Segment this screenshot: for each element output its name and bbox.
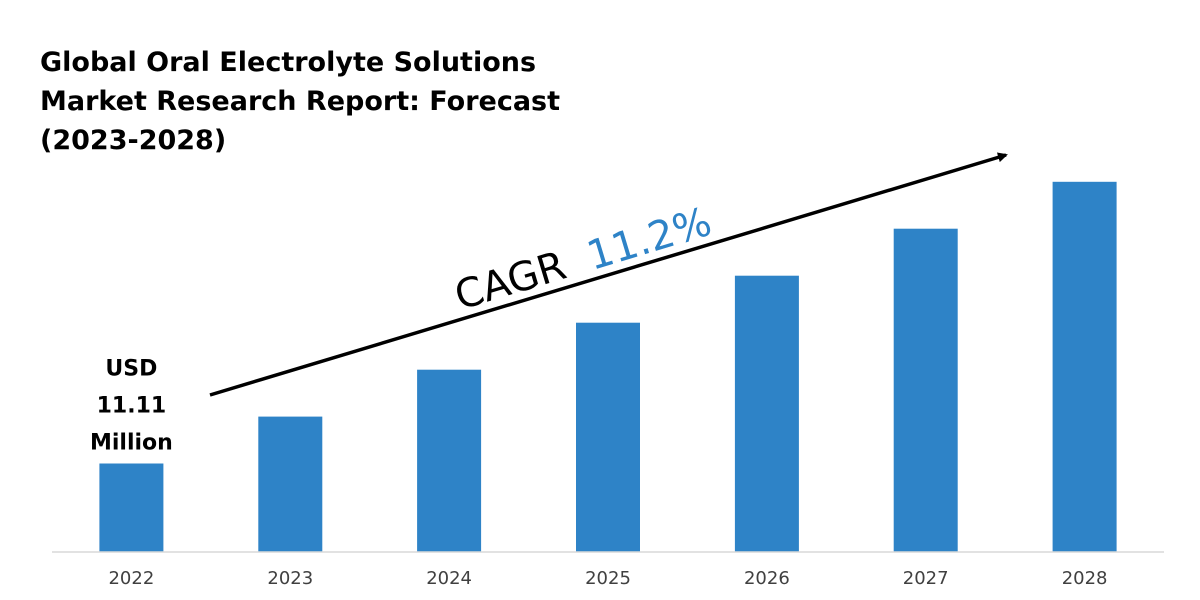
bar-2026 [734,275,799,552]
x-tick-label-2025: 2025 [585,568,631,589]
x-tick-label-2028: 2028 [1062,568,1108,589]
chart-title-line-1: Global Oral Electrolyte Solutions [40,47,536,78]
x-tick-label-2027: 2027 [903,568,949,589]
chart-title-line-2: Market Research Report: Forecast [40,86,560,117]
first-bar-label-line-1: USD [105,357,157,382]
bar-2027 [893,228,958,552]
x-tick-label-2026: 2026 [744,568,790,589]
first-bar-label-line-2: 11.11 [97,394,167,419]
chart-title-line-3: (2023-2028) [40,125,226,156]
bar-2028 [1052,181,1117,553]
x-tick-label-2024: 2024 [426,568,472,589]
bars-group [99,181,1117,553]
x-tick-label-2022: 2022 [108,568,154,589]
x-tick-label-2023: 2023 [267,568,313,589]
bar-2024 [417,369,482,552]
first-bar-label: USD 11.11 Million [90,357,173,456]
first-bar-label-line-3: Million [90,431,173,456]
growth-arrow [209,152,1008,397]
bar-2023 [258,416,323,552]
cagr-annotation: CAGR 11.2% [450,199,717,320]
cagr-prefix: CAGR [450,243,572,320]
x-tick-labels: 2022 2023 2024 2025 2026 2027 2028 [108,568,1107,589]
bar-2025 [576,322,640,552]
chart-title: Global Oral Electrolyte Solutions Market… [39,46,561,156]
cagr-value: 11.2% [582,199,717,280]
bar-2022 [99,463,164,552]
